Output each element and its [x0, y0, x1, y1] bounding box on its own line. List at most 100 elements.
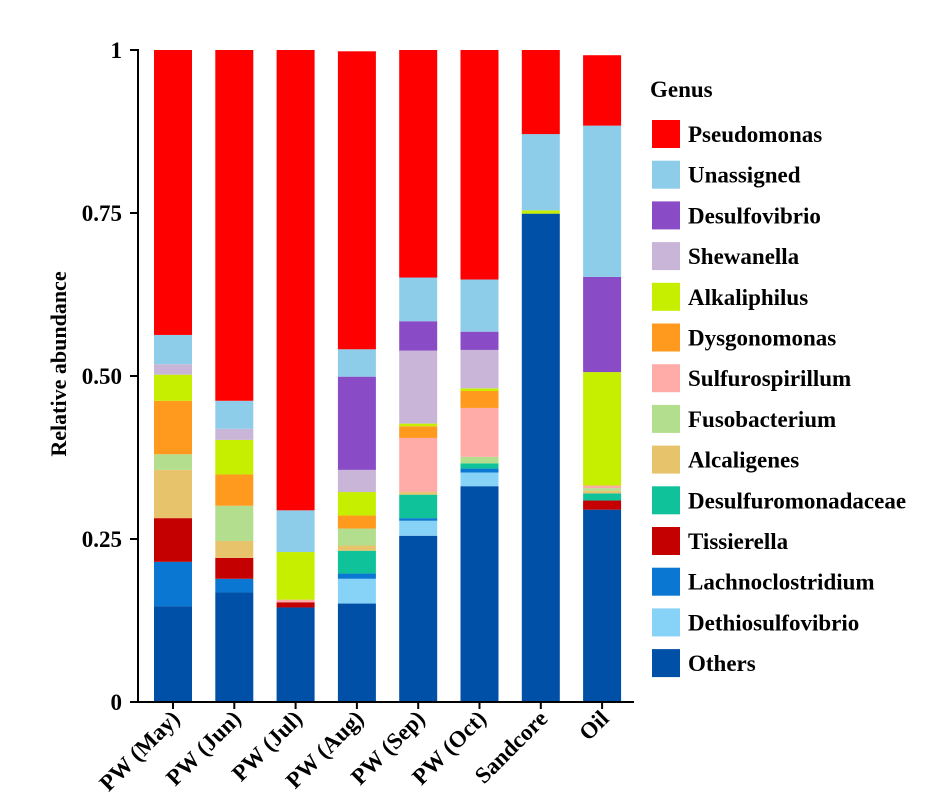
bar-segment-alkaliphilus	[521, 210, 560, 214]
bar-segment-pseudomonas	[154, 50, 192, 335]
bar-segment-sulfurospirillum	[399, 437, 438, 493]
x-tick-label: Oil	[574, 706, 613, 745]
bar-segment-shewanella	[337, 469, 376, 493]
bar-segment-pseudomonas	[337, 51, 376, 350]
legend-swatch-dethiosulfovibrio	[652, 608, 680, 637]
bar-segment-alkaliphilus	[337, 492, 376, 516]
legend-label-dethiosulfovibrio: Dethiosulfovibrio	[688, 610, 859, 635]
bar-segment-alcaligenes	[399, 492, 438, 495]
bar-segment-alcaligenes	[154, 469, 192, 519]
legend-swatch-alkaliphilus	[652, 282, 680, 311]
y-tick-label: 0.25	[82, 527, 122, 552]
bar-segment-shewanella	[460, 349, 499, 389]
bar-segment-alkaliphilus	[460, 388, 499, 391]
bar-segment-sulfurospirillum	[276, 599, 315, 603]
bar-segment-tissierella	[215, 557, 254, 579]
legend-label-shewanella: Shewanella	[688, 244, 800, 269]
bar-segment-dethiosulfovibrio	[460, 472, 499, 487]
bar-segment-others	[154, 606, 192, 702]
legend-label-pseudomonas: Pseudomonas	[688, 122, 822, 147]
bar-segment-lachnoclostridium	[154, 561, 192, 607]
bar-segment-desulfovibrio	[399, 321, 438, 351]
bar-segment-lachnoclostridium	[399, 518, 438, 521]
bar-segment-pseudomonas	[460, 50, 499, 280]
bar-segment-pseudomonas	[215, 50, 254, 401]
legend-label-alkaliphilus: Alkaliphilus	[688, 285, 808, 310]
legend-label-unassigned: Unassigned	[688, 163, 801, 188]
bar-segment-unassigned	[276, 510, 315, 553]
legend: Genus Pseudomonas Unassigned Desulfovibrio…	[650, 77, 906, 678]
bar-segment-fusobacterium	[583, 488, 622, 491]
legend-label-tissierella: Tissierella	[688, 529, 789, 554]
bar-segment-dysgonomonas	[460, 390, 499, 408]
bar-segment-others	[460, 486, 499, 702]
bar-segment-unassigned	[583, 125, 622, 277]
bar-segment-alkaliphilus	[154, 374, 192, 401]
bar-segment-alcaligenes	[583, 490, 622, 494]
bar-segment-shewanella	[154, 364, 192, 375]
y-tick-label: 1	[111, 38, 123, 63]
legend-label-dysgonomonas: Dysgonomonas	[688, 326, 836, 351]
legend-label-sulfurospirillum: Sulfurospirillum	[688, 366, 851, 391]
bar-segment-alkaliphilus	[215, 439, 254, 475]
bar-segment-alcaligenes	[337, 545, 376, 551]
y-tick-label: 0	[111, 690, 123, 715]
y-axis-label: Relative abundance	[46, 271, 71, 456]
legend-swatch-pseudomonas	[652, 120, 680, 148]
bar-segment-lachnoclostridium	[460, 468, 499, 473]
bar-segment-dysgonomonas	[399, 426, 438, 438]
bar-segment-others	[521, 213, 560, 703]
legend-label-alcaligenes: Alcaligenes	[688, 448, 799, 473]
bar-segment-desulfovibrio	[337, 376, 376, 470]
bar-segment-pseudomonas	[399, 50, 438, 278]
legend-swatch-lachnoclostridium	[652, 567, 680, 596]
bar-segment-dysgonomonas	[154, 400, 192, 455]
y-tick-label: 0.75	[82, 201, 122, 226]
legend-swatch-others	[652, 649, 680, 678]
bar-segment-shewanella	[215, 428, 254, 440]
bar-segment-dysgonomonas	[337, 515, 376, 529]
legend-label-lachnoclostridium: Lachnoclostridium	[688, 570, 875, 595]
bar-segment-shewanella	[399, 350, 438, 424]
x-ticks-group: PW (May)PW (Jun)PW (Jul)PW (Aug)PW (Sep)…	[94, 702, 614, 796]
y-ticks-group: 0 0.25 0.50 0.75 1	[82, 38, 138, 715]
bar-segment-desulfovibrio	[460, 331, 499, 350]
legend-swatch-dysgonomonas	[652, 323, 680, 352]
bar-segment-lachnoclostridium	[215, 578, 254, 593]
legend-label-desulfuromonadaceae: Desulfuromonadaceae	[688, 488, 906, 513]
bar-segment-pseudomonas	[521, 50, 560, 135]
bar-segment-fusobacterium	[154, 454, 192, 470]
bars-group	[154, 50, 622, 703]
bar-segment-tissierella	[583, 500, 622, 510]
bar-segment-alkaliphilus	[399, 423, 438, 427]
legend-label-others: Others	[688, 651, 756, 676]
bar-segment-unassigned	[154, 334, 192, 365]
legend-swatch-desulfovibrio	[652, 201, 680, 230]
bar-segment-others	[276, 607, 315, 702]
y-tick-label: 0.50	[82, 364, 122, 389]
bar-segment-fusobacterium	[215, 505, 254, 541]
bar-segment-tissierella	[276, 602, 315, 608]
bar-segment-alcaligenes	[215, 540, 254, 558]
legend-swatch-shewanella	[652, 242, 680, 271]
bar-segment-unassigned	[337, 349, 376, 377]
legend-swatch-sulfurospirillum	[652, 364, 680, 393]
legend-swatch-unassigned	[652, 160, 680, 189]
legend-swatch-fusobacterium	[652, 404, 680, 433]
bar-segment-desulfuromonadaceae	[337, 550, 376, 574]
bar-segment-desulfuromonadaceae	[460, 463, 499, 469]
bar-segment-fusobacterium	[337, 528, 376, 546]
bar-segment-fusobacterium	[460, 456, 499, 464]
legend-label-fusobacterium: Fusobacterium	[688, 407, 836, 432]
bar-segment-desulfuromonadaceae	[399, 494, 438, 519]
bar-segment-alkaliphilus	[276, 552, 315, 600]
bar-segment-unassigned	[399, 277, 438, 322]
bar-segment-others	[337, 603, 376, 702]
bar-segment-others	[583, 509, 622, 702]
bar-segment-unassigned	[215, 400, 254, 429]
bar-segment-dethiosulfovibrio	[399, 520, 438, 536]
bar-segment-unassigned	[460, 279, 499, 332]
bar-segment-others	[399, 535, 438, 702]
bar-segment-lachnoclostridium	[337, 573, 376, 579]
